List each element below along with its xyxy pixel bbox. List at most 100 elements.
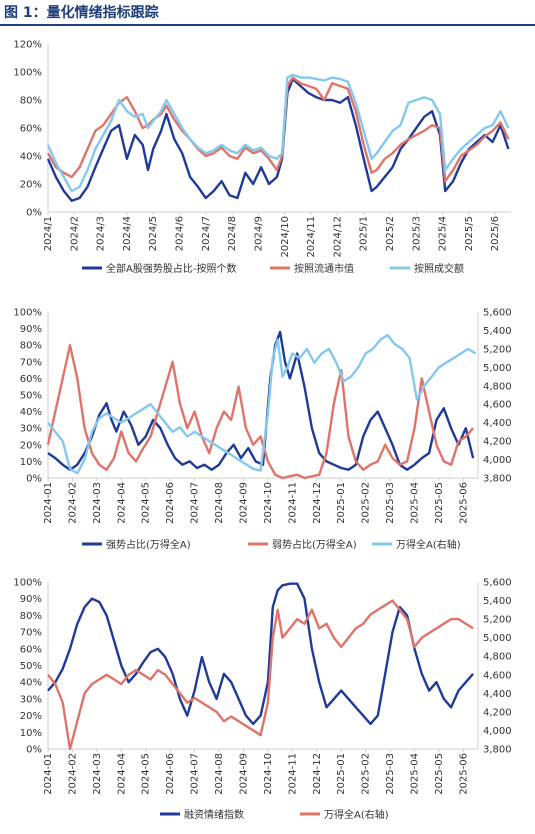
y2-tick-label: 4,800 xyxy=(483,652,512,663)
y-tick-label: 30% xyxy=(20,424,42,435)
legend-label: 全部A股强势股占比-按照个数 xyxy=(106,262,236,275)
x-tick-label: 2024/2 xyxy=(69,216,80,251)
chart-1: 0% 20% 40% 60% 80% 100% 120% 2024/1 2024/2 2024/3… xyxy=(13,40,511,275)
x-tick-label: 2025/1 xyxy=(359,216,370,251)
x-tick-label: 2024/10 xyxy=(280,216,291,258)
legend-label: 万得全A(右轴) xyxy=(324,808,389,821)
x-tick-label: 2024-12 xyxy=(312,753,323,795)
x-tick-label: 2024-10 xyxy=(263,482,274,524)
y2-tick-label: 3,800 xyxy=(483,745,512,756)
y-tick-label: 90% xyxy=(20,594,42,605)
y-tick-label: 80% xyxy=(20,96,42,107)
x-tick-label: 2025-03 xyxy=(385,482,396,524)
x-tick-label: 2024-03 xyxy=(92,753,103,795)
x-tick-label: 2025-01 xyxy=(336,753,347,795)
x-tick-label: 2025-06 xyxy=(458,482,469,524)
y-tick-label: 40% xyxy=(20,152,42,163)
legend-label: 按照流通市值 xyxy=(294,262,354,275)
y-tick-label: 10% xyxy=(20,728,42,739)
y2-tick-label: 5,600 xyxy=(483,308,512,319)
x-tick-label: 2024/8 xyxy=(227,216,238,251)
x-tick-label: 2025/6 xyxy=(490,216,501,251)
x-tick-label: 2024/12 xyxy=(332,216,343,258)
y2-tick-label: 5,200 xyxy=(483,615,512,626)
series-line xyxy=(46,76,510,183)
y-tick-label: 20% xyxy=(20,711,42,722)
x-tick-label: 2024-08 xyxy=(214,753,225,795)
x-tick-label: 2024-09 xyxy=(238,753,249,795)
x-tick-label: 2024/3 xyxy=(96,216,107,251)
y-tick-label: 20% xyxy=(20,180,42,191)
x-tick-label: 2025-02 xyxy=(361,482,372,524)
y-tick-label: 40% xyxy=(20,678,42,689)
x-tick-label: 2024-02 xyxy=(67,482,78,524)
x-tick-label: 2024-11 xyxy=(287,753,298,795)
x-tick-label: 2024-03 xyxy=(92,482,103,524)
x-tick-label: 2024-01 xyxy=(43,482,54,524)
x-tick-label: 2025-05 xyxy=(434,753,445,795)
x-tick-label: 2024/6 xyxy=(175,216,186,251)
y2-tick-label: 4,400 xyxy=(483,418,512,429)
x-tick-label: 2024/9 xyxy=(253,216,264,251)
x-tick-label: 2024/5 xyxy=(148,216,159,251)
x-tick-label: 2024-12 xyxy=(312,482,323,524)
y-tick-label: 70% xyxy=(20,357,42,368)
y-tick-label: 60% xyxy=(20,644,42,655)
x-tick-label: 2024/7 xyxy=(201,216,212,251)
y-tick-label: 20% xyxy=(20,440,42,451)
y2-tick-label: 4,000 xyxy=(483,455,512,466)
x-tick-label: 2024-07 xyxy=(190,482,201,524)
x-tick-label: 2024-02 xyxy=(67,753,78,795)
x-tick-label: 2025/3 xyxy=(411,216,422,251)
x-tick-label: 2025-03 xyxy=(385,753,396,795)
x-tick-label: 2024-01 xyxy=(43,753,54,795)
x-tick-label: 2024-04 xyxy=(116,753,127,795)
y2-tick-label: 5,200 xyxy=(483,344,512,355)
y2-tick-label: 5,000 xyxy=(483,633,512,644)
y-tick-label: 0% xyxy=(26,208,42,219)
x-tick-label: 2024-05 xyxy=(141,753,152,795)
y2-tick-label: 4,600 xyxy=(483,670,512,681)
y-tick-label: 0% xyxy=(26,474,42,485)
chart-2: 0% 10% 20% 30% 40% 50% 60% 70% 80% 90% 100% 3,800 4,… xyxy=(13,308,512,552)
x-tick-label: 2024-04 xyxy=(116,482,127,524)
x-tick-label: 2024-06 xyxy=(165,753,176,795)
series-line xyxy=(47,333,477,475)
series-line xyxy=(47,582,475,726)
y2-tick-label: 5,000 xyxy=(483,363,512,374)
y-tick-label: 100% xyxy=(13,68,42,79)
x-tick-label: 2024/11 xyxy=(306,216,317,258)
chart-3: 0% 10% 20% 30% 40% 50% 60% 70% 80% 90% 100% 3,800 4,… xyxy=(13,578,512,822)
legend-label: 弱势占比(万得全A) xyxy=(272,538,357,551)
series-line xyxy=(46,344,475,480)
x-tick-label: 2025-06 xyxy=(458,753,469,795)
legend-label: 强势占比(万得全A) xyxy=(106,538,191,551)
x-tick-label: 2024-10 xyxy=(263,753,274,795)
series-line xyxy=(47,599,474,751)
y2-tick-label: 4,600 xyxy=(483,400,512,411)
x-tick-label: 2024-11 xyxy=(287,482,298,524)
y-tick-label: 50% xyxy=(20,391,42,402)
y-tick-label: 40% xyxy=(20,407,42,418)
y-tick-label: 60% xyxy=(20,124,42,135)
y-tick-label: 80% xyxy=(20,341,42,352)
x-tick-label: 2025/5 xyxy=(464,216,475,251)
x-tick-label: 2024-05 xyxy=(141,482,152,524)
y2-tick-label: 5,400 xyxy=(483,596,512,607)
y2-tick-label: 3,800 xyxy=(483,474,512,485)
x-tick-label: 2025-04 xyxy=(409,753,420,795)
legend-label: 万得全A(右轴) xyxy=(396,538,461,551)
y2-tick-label: 5,600 xyxy=(483,578,512,589)
y-tick-label: 120% xyxy=(13,40,42,51)
y-tick-label: 100% xyxy=(13,308,42,319)
y-tick-label: 90% xyxy=(20,324,42,335)
legend-label: 按照成交额 xyxy=(414,262,464,275)
series-line xyxy=(46,73,510,193)
x-tick-label: 2024/1 xyxy=(43,216,54,251)
y2-tick-label: 4,400 xyxy=(483,689,512,700)
title-rule xyxy=(0,24,535,26)
y2-tick-label: 4,200 xyxy=(483,437,512,448)
x-tick-label: 2024-09 xyxy=(238,482,249,524)
series-line xyxy=(46,77,510,202)
y2-tick-label: 5,400 xyxy=(483,326,512,337)
